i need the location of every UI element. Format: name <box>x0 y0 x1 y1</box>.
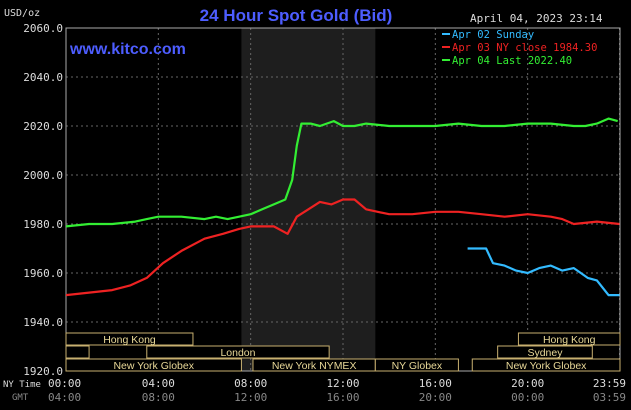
series-line <box>65 117 618 228</box>
x-tick-label-ny: 16:00 <box>419 377 452 390</box>
x-tick-label-gmt: 04:00 <box>48 391 81 404</box>
session-label: New York NYMEX <box>272 360 357 372</box>
session-box-frame <box>65 358 242 372</box>
y-tick-label: 1980.0 <box>23 218 63 231</box>
x-tick-label-ny: 23:59 <box>593 377 626 390</box>
legend-entry: Apr 02 Sunday <box>452 29 534 41</box>
session-box-frame <box>497 345 593 359</box>
legend-entry: Apr 03 NY close 1984.30 <box>452 42 597 54</box>
x-tick-label-gmt: 08:00 <box>142 391 175 404</box>
x-tick-label-gmt: 03:59 <box>593 391 626 404</box>
session-label: Hong Kong <box>543 334 596 346</box>
y-tick-label: 2020.0 <box>23 120 63 133</box>
session-box: New York NYMEX <box>252 358 376 372</box>
website-label: www.kitco.com <box>69 41 186 58</box>
session-box: NY Globex <box>374 358 459 372</box>
session-box: London <box>65 345 90 359</box>
gmt-row-label: GMT <box>12 393 29 403</box>
session-label: Sydney <box>527 347 563 359</box>
series-line <box>467 247 620 297</box>
timestamp: April 04, 2023 23:14 <box>470 12 603 25</box>
x-tick-label-gmt: 20:00 <box>419 391 452 404</box>
series-line <box>65 198 620 297</box>
session-label: Hong Kong <box>103 334 156 346</box>
session-label: New York Globex <box>506 360 587 372</box>
x-tick-label-ny: 08:00 <box>234 377 267 390</box>
y-tick-labels: 2060.0 2040.0 2020.0 2000.0 1980.0 1960.0 1940… <box>23 22 63 378</box>
series-lines <box>65 117 620 297</box>
x-tick-label-gmt: 12:00 <box>234 391 267 404</box>
y-tick-label: 1940.0 <box>23 316 63 329</box>
session-box-frame <box>65 332 194 346</box>
session-box-frame <box>517 332 621 346</box>
session-box: Hong Kong <box>517 332 621 346</box>
session-box-frame <box>146 345 330 359</box>
x-tick-label-gmt: 00:00 <box>511 391 544 404</box>
x-tick-label-ny: 12:00 <box>326 377 359 390</box>
session-box: New York Globex <box>471 358 621 372</box>
x-tick-label-ny: 00:00 <box>48 377 81 390</box>
session-box: New York Globex <box>65 358 242 372</box>
session-box: Sydney <box>497 345 593 359</box>
ny-time-row-label: NY Time <box>3 380 41 390</box>
x-tick-label-gmt: 16:00 <box>326 391 359 404</box>
session-label: New York Globex <box>113 360 194 372</box>
y-tick-label: 2000.0 <box>23 169 63 182</box>
x-tick-labels: 00:00 04:00 08:00 12:00 16:00 20:00 23:5904:00… <box>48 377 626 404</box>
y-tick-label: 1960.0 <box>23 267 63 280</box>
session-box: Hong Kong <box>65 332 194 346</box>
x-tick-label-ny: 20:00 <box>511 377 544 390</box>
session-box-frame <box>374 358 459 372</box>
session-label: London <box>220 347 255 359</box>
legend-entry: Apr 04 Last 2022.40 <box>452 55 572 67</box>
y-tick-label: 2040.0 <box>23 71 63 84</box>
session-label: NY Globex <box>392 360 443 372</box>
session-box-frame <box>65 345 90 359</box>
session-box-frame <box>471 358 621 372</box>
x-tick-label-ny: 04:00 <box>142 377 175 390</box>
y-tick-label: 1920.0 <box>23 365 63 378</box>
y-tick-label: 2060.0 <box>23 22 63 35</box>
chart-title: 24 Hour Spot Gold (Bid) <box>200 6 393 25</box>
y-axis-label: USD/oz <box>4 8 40 19</box>
session-box: London <box>146 345 330 359</box>
